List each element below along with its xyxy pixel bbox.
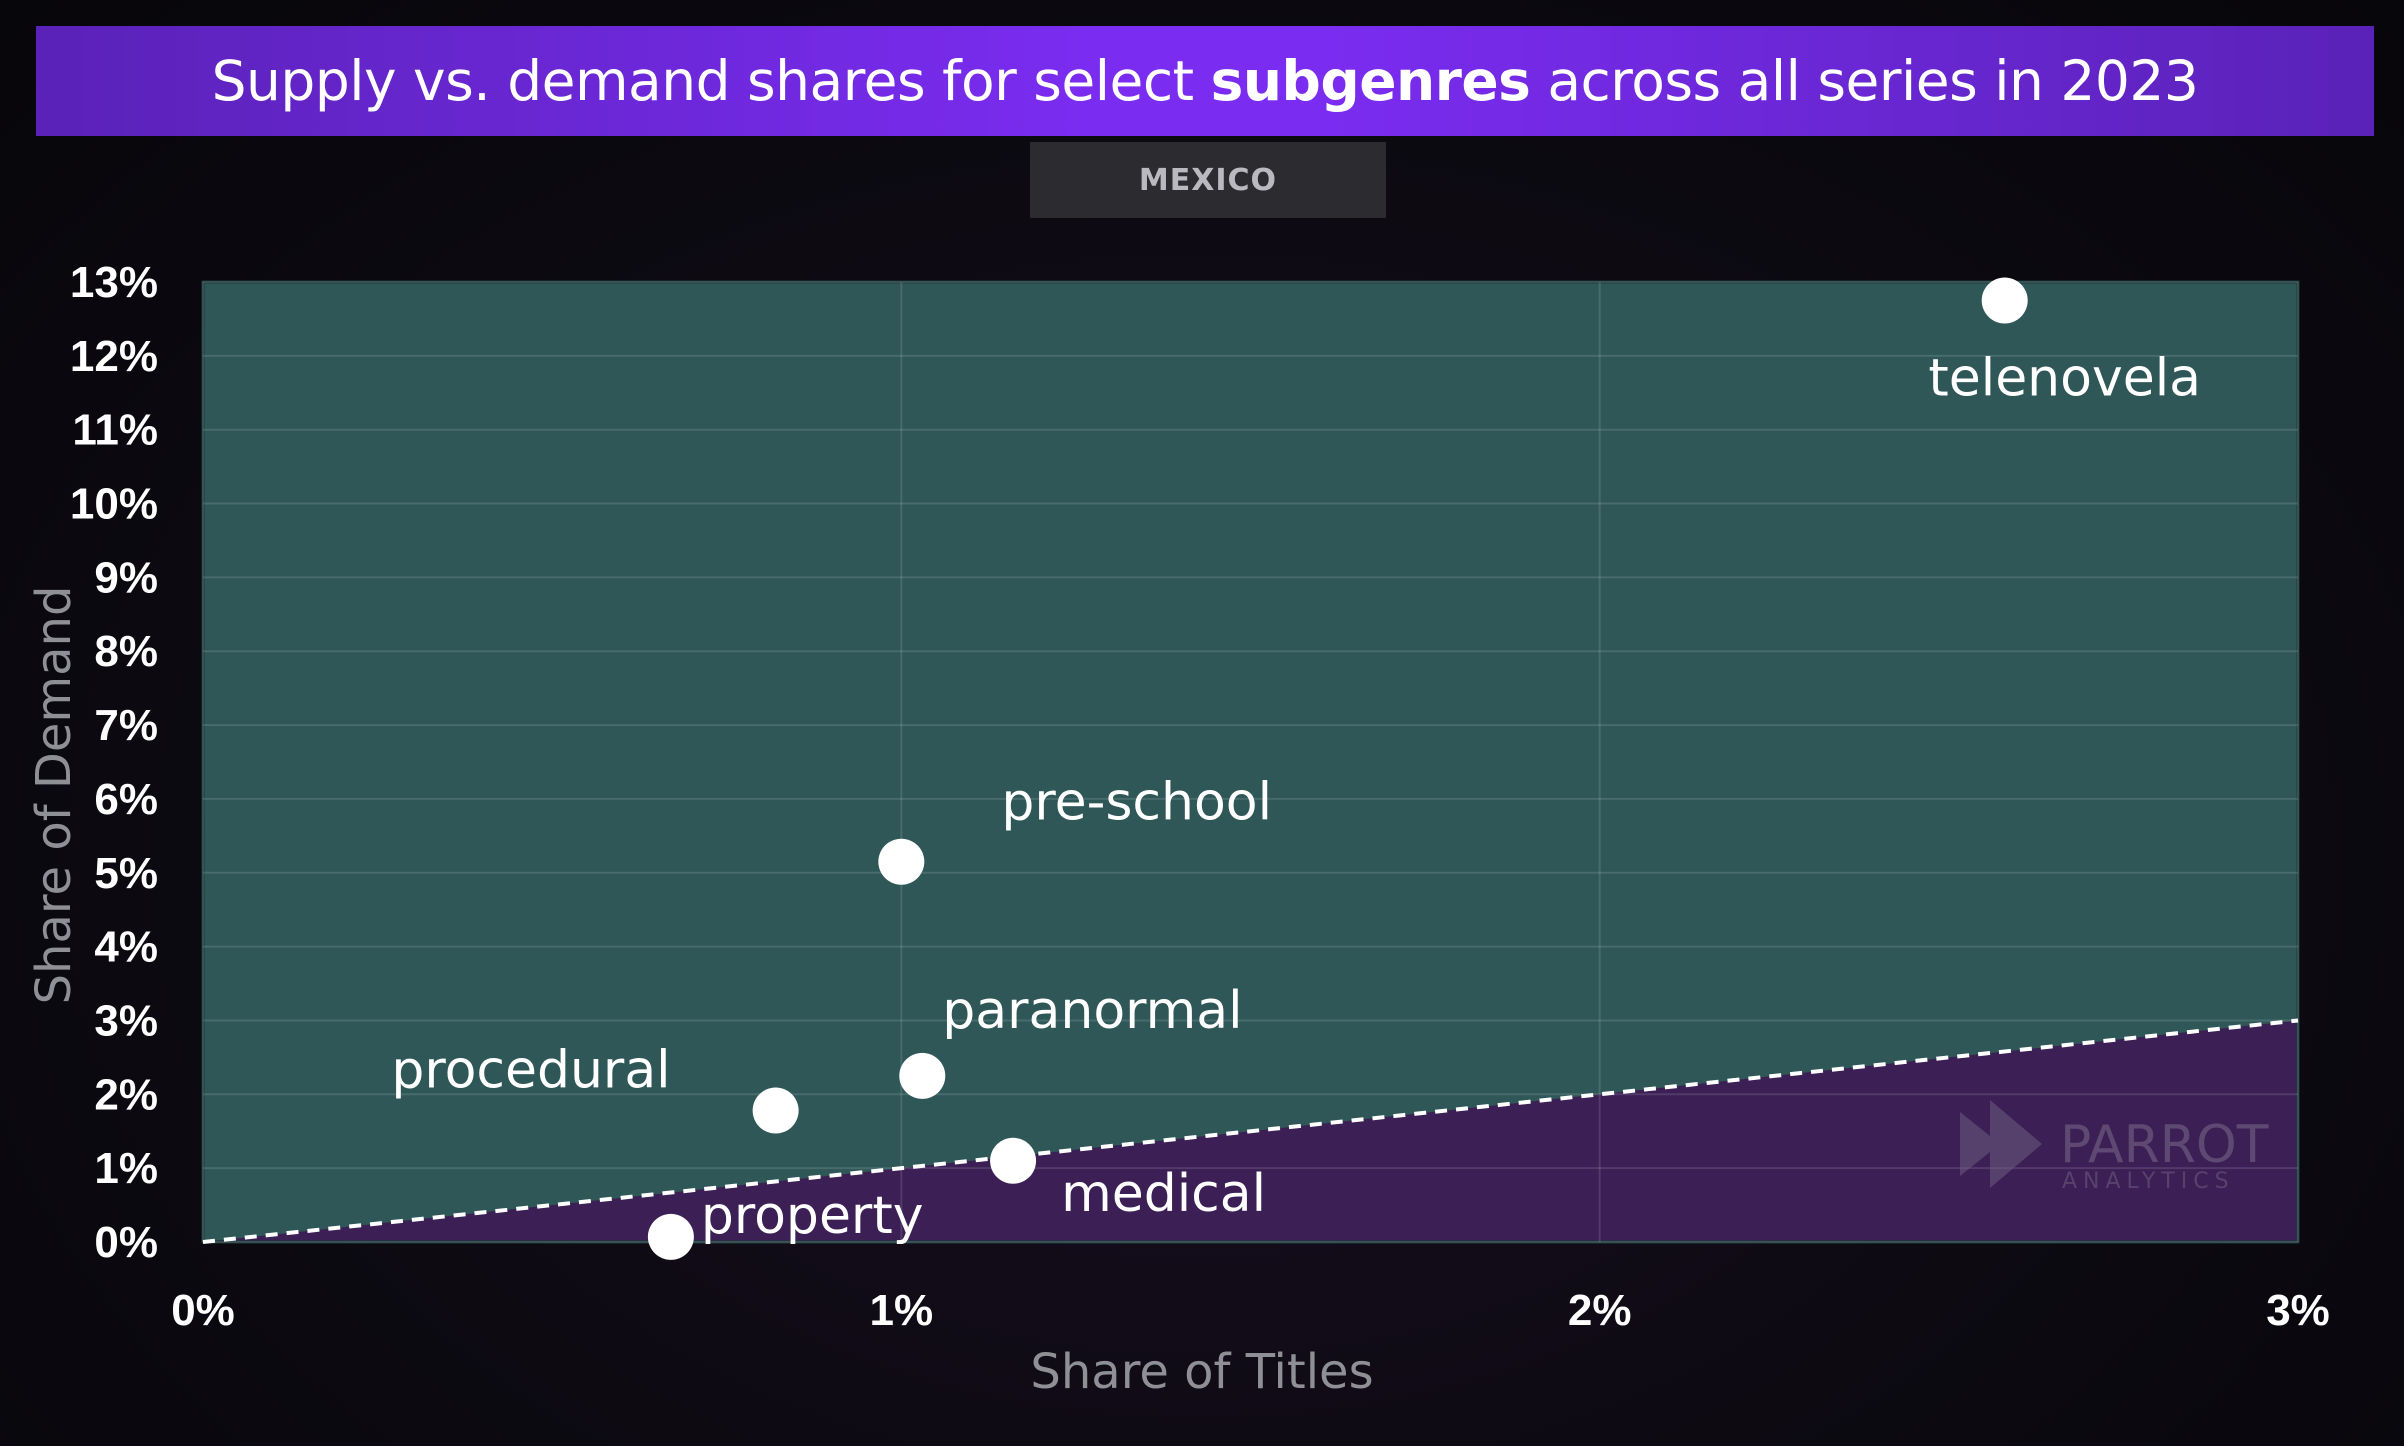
subtitle-text: MEXICO [1138,162,1278,198]
title-prefix: Supply vs. demand shares for select [211,49,1211,113]
y-tick-label: 0% [94,1218,158,1267]
parity-reference-line [202,1018,2299,1244]
x-tick-label: 0% [171,1286,235,1335]
y-tick-label: 8% [94,627,158,676]
y-tick-label: 6% [94,775,158,824]
x-axis-ticks: 0% 1% 2% 3% [171,1286,2330,1335]
parrot-logo-icon [1960,1100,2042,1188]
x-tick-label: 2% [1568,1286,1632,1335]
data-label-telenovela: telenovela [1928,348,2201,408]
y-tick-label: 13% [70,258,158,307]
watermark-sub: ANALYTICS [2062,1169,2235,1194]
data-point-telenovela [1981,277,2028,324]
data-point-medical [990,1137,1037,1184]
y-tick-label: 4% [94,923,158,972]
data-label-procedural: procedural [391,1041,670,1101]
data-point-pre-school [878,838,925,885]
data-labels: telenovela pre-school paranormal procedural… [391,348,2201,1245]
parrot-analytics-watermark: PARROT ANALYTICS [1960,1100,2269,1194]
data-point-property [647,1213,694,1260]
title-suffix: across all series in 2023 [1530,49,2199,113]
y-tick-label: 5% [94,849,158,898]
data-label-paranormal: paranormal [942,981,1242,1041]
data-label-medical: medical [1061,1164,1266,1224]
x-tick-label: 1% [870,1286,934,1335]
x-axis-label: Share of Titles [1030,1344,1373,1400]
data-points [647,277,2028,1260]
data-label-pre-school: pre-school [1001,773,1272,833]
y-tick-label: 3% [94,996,158,1045]
data-point-paranormal [899,1052,946,1099]
y-axis-label: Share of Demand [26,586,82,1005]
y-tick-label: 1% [94,1144,158,1193]
chart-regions [201,280,2300,1244]
y-tick-label: 11% [72,406,158,455]
data-point-procedural [752,1087,799,1134]
data-label-property: property [701,1186,924,1246]
y-tick-label: 2% [94,1070,158,1119]
chart-grid [202,281,2299,1243]
y-tick-label: 7% [94,701,158,750]
y-tick-label: 9% [94,553,158,602]
y-axis-ticks: 0% 1% 2% 3% 4% 5% 6% 7% 8% 9% 10% 11% 12% 13% [70,258,158,1267]
y-tick-label: 10% [70,480,158,529]
x-tick-label: 3% [2266,1286,2330,1335]
plot-border [201,280,2300,1244]
subtitle-badge: MEXICO [1030,142,1386,218]
y-tick-label: 12% [70,332,158,381]
watermark-name: PARROT [2060,1115,2269,1175]
title-bold: subgenres [1210,49,1531,113]
chart-title: Supply vs. demand shares for select subg… [36,26,2374,136]
